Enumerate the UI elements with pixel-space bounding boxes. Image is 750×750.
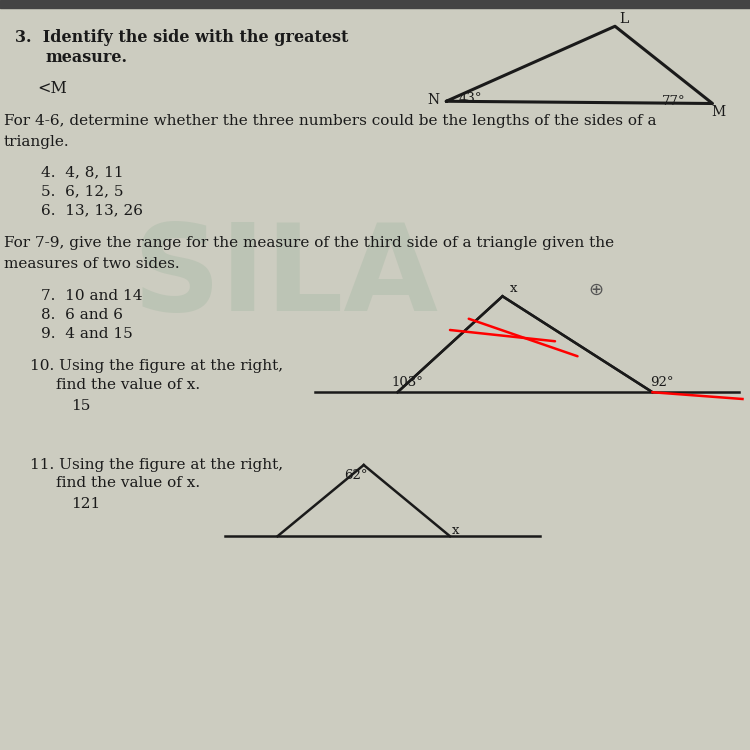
- Text: measure.: measure.: [45, 49, 127, 66]
- Text: 121: 121: [71, 497, 100, 512]
- Text: For 4-6, determine whether the three numbers could be the lengths of the sides o: For 4-6, determine whether the three num…: [4, 114, 656, 128]
- Text: 10. Using the figure at the right,: 10. Using the figure at the right,: [30, 359, 284, 374]
- Text: 3.  Identify the side with the greatest: 3. Identify the side with the greatest: [15, 28, 348, 46]
- Text: 62°: 62°: [344, 469, 368, 482]
- Text: For 7-9, give the range for the measure of the third side of a triangle given th: For 7-9, give the range for the measure …: [4, 236, 614, 250]
- Text: <M: <M: [38, 80, 68, 98]
- Text: SILA: SILA: [132, 219, 438, 336]
- Text: 9.  4 and 15: 9. 4 and 15: [41, 327, 133, 341]
- Text: measures of two sides.: measures of two sides.: [4, 257, 179, 272]
- Text: x: x: [452, 524, 460, 537]
- Text: x: x: [510, 282, 518, 296]
- Text: triangle.: triangle.: [4, 135, 69, 149]
- Text: 8.  6 and 6: 8. 6 and 6: [41, 308, 123, 322]
- Text: 7.  10 and 14: 7. 10 and 14: [41, 290, 142, 304]
- Text: N: N: [427, 94, 439, 107]
- Text: ⊕: ⊕: [589, 280, 604, 298]
- Text: 77°: 77°: [662, 94, 686, 108]
- Text: L: L: [620, 12, 628, 26]
- Bar: [0, 0, 750, 8]
- Text: find the value of x.: find the value of x.: [56, 378, 200, 392]
- Text: 15: 15: [71, 399, 91, 413]
- Text: 6.  13, 13, 26: 6. 13, 13, 26: [41, 203, 143, 217]
- Text: 4.  4, 8, 11: 4. 4, 8, 11: [41, 166, 124, 180]
- Text: 43°: 43°: [458, 92, 482, 105]
- Text: M: M: [712, 105, 725, 118]
- Text: 5.  6, 12, 5: 5. 6, 12, 5: [41, 184, 124, 199]
- Text: 11. Using the figure at the right,: 11. Using the figure at the right,: [30, 458, 284, 472]
- Text: find the value of x.: find the value of x.: [56, 476, 200, 490]
- Text: 92°: 92°: [650, 376, 674, 389]
- Text: 103°: 103°: [392, 376, 423, 389]
